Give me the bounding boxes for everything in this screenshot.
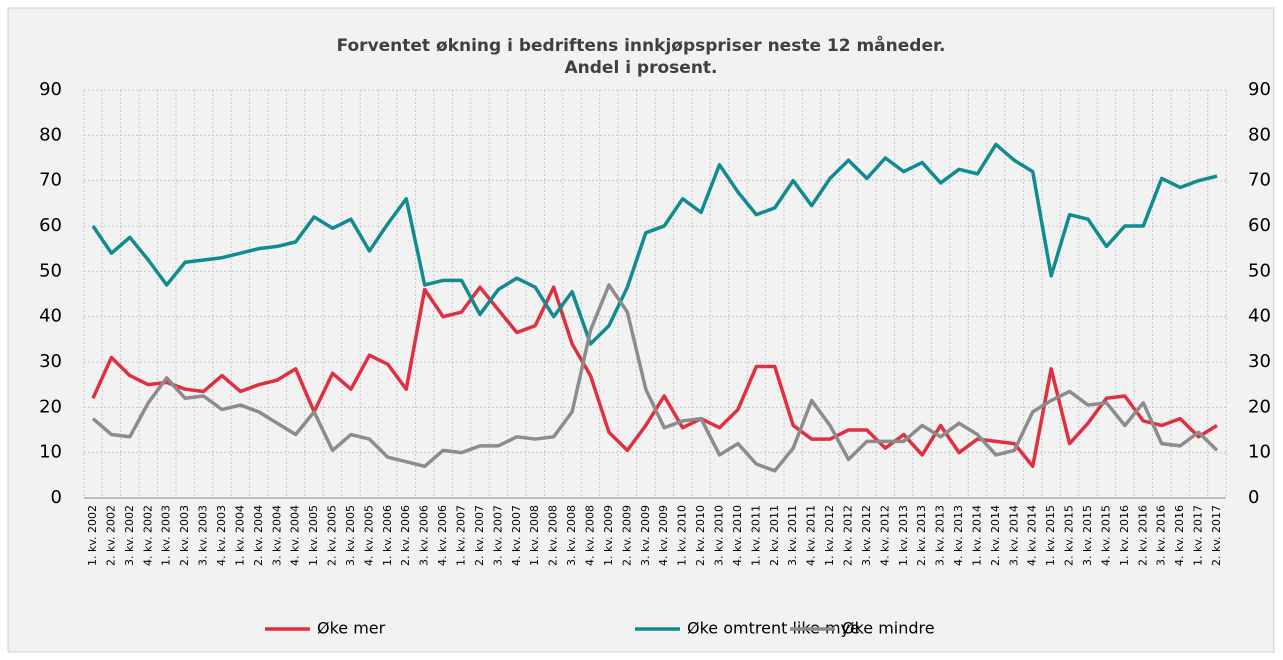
x-tick-label: 4. kv. 2008: [584, 505, 597, 566]
x-tick-label: 1. kv. 2017: [1192, 505, 1205, 566]
x-tick-label: 2. kv. 2015: [1063, 505, 1076, 566]
y-tick-label: 80: [39, 124, 62, 145]
x-tick-label: 3. kv. 2016: [1155, 505, 1168, 566]
y2-tick-label: 40: [1248, 306, 1271, 327]
x-tick-label: 4. kv. 2010: [731, 505, 744, 566]
chart-title: Forventet økning i bedriftens innkjøpspr…: [337, 34, 946, 56]
x-tick-label: 3. kv. 2015: [1081, 505, 1094, 566]
legend-label: Øke omtrent like mye: [687, 619, 860, 638]
x-tick-label: 1. kv. 2002: [86, 505, 99, 566]
y2-tick-label: 0: [1248, 487, 1259, 508]
x-tick-label: 3. kv. 2006: [418, 505, 431, 566]
y-tick-label: 0: [51, 487, 62, 508]
y-tick-label: 20: [39, 396, 62, 417]
x-tick-label: 2. kv. 2017: [1210, 505, 1223, 566]
x-tick-label: 2. kv. 2006: [399, 505, 412, 566]
x-tick-label: 2. kv. 2013: [915, 505, 928, 566]
x-tick-label: 1. kv. 2003: [160, 505, 173, 566]
y2-tick-label: 90: [1248, 79, 1271, 100]
x-tick-label: 1. kv. 2016: [1118, 505, 1131, 566]
x-tick-label: 3. kv. 2012: [860, 505, 873, 566]
x-tick-label: 4. kv. 2014: [1026, 505, 1039, 566]
x-tick-label: 1. kv. 2009: [602, 505, 615, 566]
y-tick-label: 40: [39, 306, 62, 327]
x-tick-label: 3. kv. 2013: [934, 505, 947, 566]
x-tick-label: 3. kv. 2011: [786, 505, 799, 566]
y2-tick-label: 70: [1248, 170, 1271, 191]
x-tick-label: 3. kv. 2009: [639, 505, 652, 566]
chart-frame: [7, 7, 1275, 653]
line-series: [91, 142, 1218, 346]
legend-label: Øke mer: [317, 619, 386, 638]
y2-tick-label: 50: [1248, 260, 1271, 281]
x-tick-label: 3. kv. 2014: [1007, 505, 1020, 566]
x-tick-label: 4. kv. 2002: [141, 505, 154, 566]
x-tick-label: 2. kv. 2016: [1136, 505, 1149, 566]
x-tick-label: 1. kv. 2010: [676, 505, 689, 566]
y2-tick-label: 80: [1248, 124, 1271, 145]
x-tick-label: 1. kv. 2013: [897, 505, 910, 566]
x-tick-label: 4. kv. 2011: [805, 505, 818, 566]
x-tick-label: 1. kv. 2011: [749, 505, 762, 566]
x-tick-label: 4. kv. 2012: [878, 505, 891, 566]
y2-tick-label: 30: [1248, 351, 1271, 372]
chart-title: Andel i prosent.: [564, 58, 717, 78]
y-tick-label: 90: [39, 79, 62, 100]
x-tick-label: 2. kv. 2008: [547, 505, 560, 566]
x-tick-label: 1. kv. 2005: [307, 505, 320, 566]
x-tick-label: 2. kv. 2009: [620, 505, 633, 566]
y2-tick-label: 10: [1248, 442, 1271, 463]
y-tick-label: 10: [39, 442, 62, 463]
x-tick-label: 4. kv. 2004: [289, 505, 302, 566]
y2-tick-label: 20: [1248, 396, 1271, 417]
legend-label: Øke mindre: [842, 619, 935, 638]
line-series: [91, 283, 1219, 473]
x-tick-label: 2. kv. 2014: [989, 505, 1002, 566]
x-tick-label: 2. kv. 2004: [252, 505, 265, 566]
y-tick-label: 50: [39, 260, 62, 281]
x-tick-label: 2. kv. 2005: [326, 505, 339, 566]
x-tick-label: 4. kv. 2003: [215, 505, 228, 566]
x-tick-label: 4. kv. 2007: [510, 505, 523, 566]
x-tick-label: 4. kv. 2015: [1099, 505, 1112, 566]
x-tick-label: 1. kv. 2004: [233, 505, 246, 566]
x-tick-label: 1. kv. 2007: [455, 505, 468, 566]
y-tick-label: 30: [39, 351, 62, 372]
y-tick-label: 70: [39, 170, 62, 191]
x-tick-label: 3. kv. 2003: [197, 505, 210, 566]
x-tick-label: 2. kv. 2011: [768, 505, 781, 566]
y2-tick-label: 60: [1248, 215, 1271, 236]
x-tick-label: 4. kv. 2016: [1173, 505, 1186, 566]
x-tick-label: 2. kv. 2002: [104, 505, 117, 566]
x-tick-label: 2. kv. 2003: [178, 505, 191, 566]
y-tick-label: 60: [39, 215, 62, 236]
x-tick-label: 1. kv. 2012: [823, 505, 836, 566]
x-tick-label: 1. kv. 2015: [1044, 505, 1057, 566]
x-tick-label: 1. kv. 2008: [528, 505, 541, 566]
x-tick-label: 3. kv. 2005: [344, 505, 357, 566]
x-tick-label: 2. kv. 2010: [694, 505, 707, 566]
x-tick-label: 1. kv. 2006: [381, 505, 394, 566]
x-tick-label: 3. kv. 2008: [565, 505, 578, 566]
x-tick-label: 4. kv. 2005: [362, 505, 375, 566]
x-tick-label: 1. kv. 2014: [970, 505, 983, 566]
x-tick-label: 3. kv. 2007: [491, 505, 504, 566]
x-tick-label: 4. kv. 2009: [657, 505, 670, 566]
x-tick-label: 2. kv. 2007: [473, 505, 486, 566]
x-tick-label: 4. kv. 2006: [436, 505, 449, 566]
x-tick-label: 3. kv. 2004: [270, 505, 283, 566]
x-tick-label: 3. kv. 2010: [712, 505, 725, 566]
x-tick-label: 4. kv. 2013: [952, 505, 965, 566]
x-tick-label: 2. kv. 2012: [841, 505, 854, 566]
x-tick-label: 3. kv. 2002: [123, 505, 136, 566]
